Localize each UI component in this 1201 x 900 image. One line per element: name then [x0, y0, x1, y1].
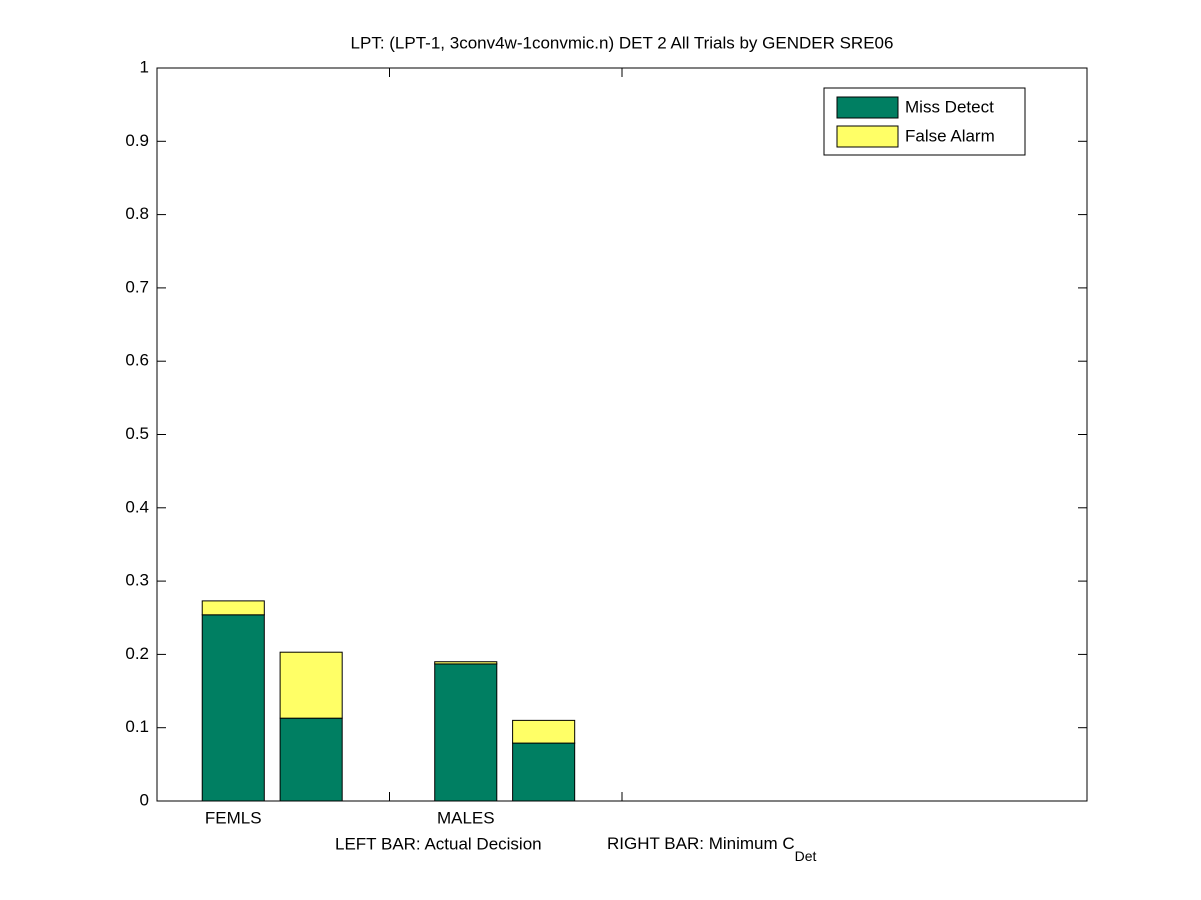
bar-segment: [434, 663, 498, 802]
bar-segment: [512, 719, 576, 744]
y-tick-label: 0.1: [125, 717, 149, 736]
x-label-subscript: Det: [795, 848, 817, 864]
legend-label: Miss Detect: [905, 97, 994, 116]
legend-swatch: [836, 125, 899, 148]
y-tick-label: 0.2: [125, 644, 149, 663]
bar-segment: [434, 661, 498, 665]
y-tick-label: 0.3: [125, 571, 149, 590]
x-tick-label: MALES: [437, 808, 495, 827]
bar-segment: [512, 742, 576, 802]
legend-swatch: [836, 96, 899, 119]
y-tick-label: 0.8: [125, 204, 149, 223]
y-tick-label: 0.7: [125, 277, 149, 296]
y-tick-label: 0.5: [125, 424, 149, 443]
bar-segment: [279, 717, 343, 802]
x-label-right: RIGHT BAR: Minimum CDet: [607, 834, 817, 863]
x-tick-label: FEMLS: [205, 808, 262, 827]
legend-label: False Alarm: [905, 126, 995, 145]
x-label-right-main: RIGHT BAR: Minimum C: [607, 834, 795, 853]
y-tick-label: 0.6: [125, 351, 149, 370]
y-tick-label: 0: [140, 790, 149, 809]
y-tick-label: 0.9: [125, 131, 149, 150]
x-label-left: LEFT BAR: Actual Decision: [335, 834, 542, 853]
bar-segment: [279, 651, 343, 719]
bar-segment: [201, 600, 265, 616]
chart-title: LPT: (LPT-1, 3conv4w-1convmic.n) DET 2 A…: [351, 33, 894, 52]
y-tick-label: 0.4: [125, 497, 149, 516]
y-tick-label: 1: [140, 57, 149, 76]
bar-segment: [201, 614, 265, 802]
